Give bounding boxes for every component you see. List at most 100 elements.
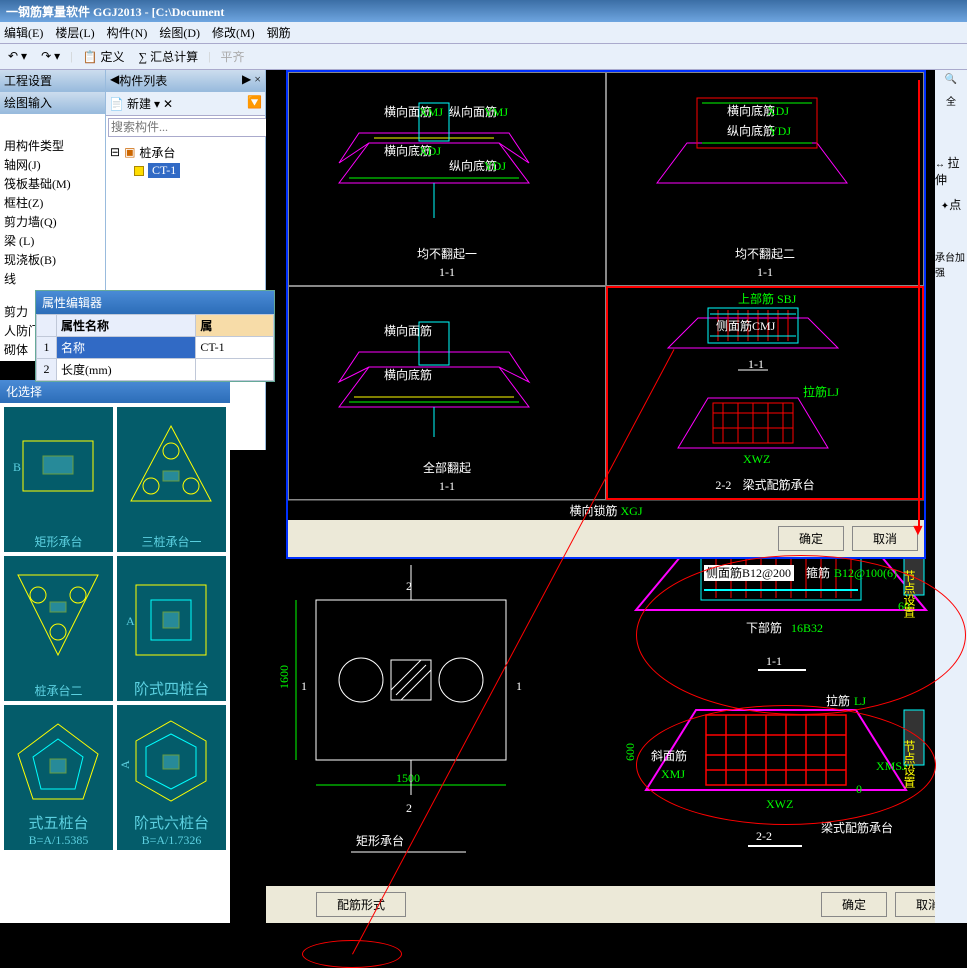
menu-bar: 编辑(E) 楼层(L) 构件(N) 绘图(D) 修改(M) 钢筋 (0, 22, 967, 44)
svg-text:XMJ: XMJ (419, 105, 443, 119)
svg-text:1: 1 (516, 679, 522, 693)
svg-text:XDJ: XDJ (767, 104, 789, 118)
shape-step5[interactable]: 式五桩台 B=A/1.5385 (4, 705, 113, 850)
svg-text:YDJ: YDJ (484, 159, 506, 173)
svg-text:B12@100(6): B12@100(6) (834, 566, 897, 580)
prop-name-cell[interactable]: 长度(mm) (57, 359, 196, 381)
svg-text:1500: 1500 (396, 771, 420, 785)
row-num: 2 (37, 359, 57, 381)
shape-rect[interactable]: B 矩形承台 (4, 407, 113, 552)
quad-2[interactable]: 横向底筋XDJ 纵向底筋YDJ 均不翻起二1-1 (606, 72, 924, 286)
type-item[interactable]: 梁 (L) (4, 231, 101, 250)
type-item[interactable]: 现浇板(B) (4, 250, 101, 269)
svg-text:2-2: 2-2 (756, 829, 772, 843)
shape-step6[interactable]: A 阶式六桩台 B=A/1.7326 (117, 705, 226, 850)
window-title: 一钢筋算量软件 GGJ2013 - [C:\Document (0, 0, 967, 22)
svg-text:600: 600 (623, 743, 637, 761)
rt-item[interactable]: ✦点 (941, 196, 961, 213)
property-editor: 属性编辑器 属性名称属 1名称CT-1 2长度(mm) (35, 290, 275, 382)
svg-text:A: A (126, 614, 135, 628)
right-toolbar: 🔍 全 ↔ 拉伸 ✦点 承台加强 (935, 70, 967, 923)
svg-text:XDJ: XDJ (419, 144, 441, 158)
quad-4[interactable]: 上部筋 SBJ 侧面筋CMJ 1-1 拉筋LJ XWZ 2-2 梁式 (606, 286, 924, 500)
shape-tri3-2[interactable]: 桩承台二 (4, 556, 113, 701)
svg-text:1-1: 1-1 (748, 357, 764, 371)
menu-edit[interactable]: 编辑(E) (4, 24, 43, 41)
cad-area: 横向面筋XMJ 纵向面筋YMJ 横向底筋XDJ 纵向底筋YDJ 均不翻起一1-1… (266, 70, 967, 923)
svg-text:XWZ: XWZ (766, 797, 793, 811)
proj-settings-title[interactable]: 工程设置 (0, 70, 105, 92)
svg-text:B: B (13, 460, 21, 474)
filter-icon[interactable]: 🔽 (247, 95, 262, 110)
prop-val-cell[interactable]: CT-1 (196, 337, 274, 359)
type-item[interactable]: 框柱(Z) (4, 193, 101, 212)
svg-text:横向面筋: 横向面筋 (384, 323, 432, 338)
rebar-style-button[interactable]: 配筋形式 (316, 892, 406, 917)
menu-component[interactable]: 构件(N) (107, 24, 148, 41)
sum-button[interactable]: ∑ 汇总计算 (135, 47, 203, 66)
shape-tri3-1[interactable]: 三桩承台一 (117, 407, 226, 552)
toolbar: ↶ ▾ ↷ ▾ | 📋 定义 ∑ 汇总计算 | 平齐 (0, 44, 967, 70)
tree-child[interactable]: CT-1 (134, 162, 261, 179)
prop-val-cell[interactable] (196, 359, 274, 381)
type-item[interactable]: 线 (4, 269, 101, 288)
upper-dialog: 横向面筋XMJ 纵向面筋YMJ 横向底筋XDJ 纵向底筋YDJ 均不翻起一1-1… (286, 70, 926, 559)
redo-icon[interactable]: ↷ ▾ (37, 48, 64, 65)
svg-text:节点设置: 节点设置 (902, 740, 916, 788)
search-input[interactable] (108, 118, 269, 137)
menu-draw[interactable]: 绘图(D) (159, 24, 200, 41)
type-item[interactable]: 筏板基础(M) (4, 174, 101, 193)
svg-text:1600: 1600 (277, 665, 291, 689)
type-item[interactable]: 轴网(J) (4, 155, 101, 174)
lower-ok-button[interactable]: 确定 (821, 892, 887, 917)
upper-ok-button[interactable]: 确定 (778, 526, 844, 551)
rt-item[interactable]: 承台加强 (935, 249, 967, 279)
svg-text:拉筋LJ: 拉筋LJ (803, 384, 839, 399)
hxcg-label: 横向锁筋 (569, 504, 617, 518)
rt-item[interactable]: ↔ 拉伸 (935, 154, 967, 188)
rt-zoom-icon[interactable]: 🔍 (945, 74, 957, 85)
svg-text:1-1: 1-1 (766, 654, 782, 668)
draw-input-title[interactable]: 绘图输入 (0, 92, 105, 114)
undo-icon[interactable]: ↶ ▾ (4, 48, 31, 65)
prop-title: 属性编辑器 (36, 291, 274, 314)
shape-selector: 化选择 B 矩形承台 三桩承台一 桩承台二 A 阶式四桩台 式五桩台 B=A/1… (0, 380, 230, 923)
svg-text:拉筋: 拉筋 (826, 693, 850, 708)
type-item[interactable]: 剪力墙(Q) (4, 212, 101, 231)
svg-text:XMJ: XMJ (661, 767, 685, 781)
types-header: 用构件类型 (4, 136, 101, 155)
svg-text:LJ: LJ (854, 694, 866, 708)
prop-header-name: 属性名称 (57, 315, 196, 337)
component-icon (134, 166, 144, 176)
rt-item[interactable]: 全 (946, 93, 956, 108)
svg-text:XWZ: XWZ (743, 452, 770, 466)
lower-dialog: 1500 1600 11 22 矩形承台 上部筋8B28 侧面筋B12@200 … (266, 510, 967, 923)
svg-text:A: A (121, 760, 132, 769)
new-button[interactable]: 📄 新建 ▾ ✕ (109, 97, 173, 111)
svg-text:纵向底筋: 纵向底筋 (727, 123, 775, 138)
svg-text:斜面筋: 斜面筋 (651, 748, 687, 763)
align-button[interactable]: 平齐 (217, 47, 249, 66)
svg-text:节点设置: 节点设置 (902, 570, 916, 618)
svg-text:箍筋: 箍筋 (806, 565, 830, 580)
shape-title: 化选择 (0, 380, 230, 403)
upper-cancel-button[interactable]: 取消 (852, 526, 918, 551)
shape-step4[interactable]: A 阶式四桩台 (117, 556, 226, 701)
svg-text:1: 1 (301, 679, 307, 693)
svg-text:侧面筋B12@200: 侧面筋B12@200 (706, 565, 791, 580)
menu-modify[interactable]: 修改(M) (212, 24, 255, 41)
tree-root[interactable]: ⊟▣桩承台 (110, 143, 261, 162)
menu-floor[interactable]: 楼层(L) (55, 24, 94, 41)
svg-text:16B32: 16B32 (791, 621, 823, 635)
svg-text:YDJ: YDJ (769, 124, 791, 138)
menu-rebar[interactable]: 钢筋 (267, 24, 291, 41)
prop-name-cell[interactable]: 名称 (57, 337, 196, 359)
svg-text:侧面筋CMJ: 侧面筋CMJ (716, 318, 776, 333)
prop-header-val: 属 (196, 315, 274, 337)
define-button[interactable]: 📋 定义 (79, 47, 129, 66)
svg-text:梁式配筋承台: 梁式配筋承台 (821, 820, 893, 835)
svg-text:横向底筋: 横向底筋 (384, 367, 432, 382)
quad-1[interactable]: 横向面筋XMJ 纵向面筋YMJ 横向底筋XDJ 纵向底筋YDJ 均不翻起一1-1 (288, 72, 606, 286)
quad-3[interactable]: 横向面筋横向底筋 全部翻起1-1 (288, 286, 606, 500)
svg-text:YMJ: YMJ (484, 105, 508, 119)
